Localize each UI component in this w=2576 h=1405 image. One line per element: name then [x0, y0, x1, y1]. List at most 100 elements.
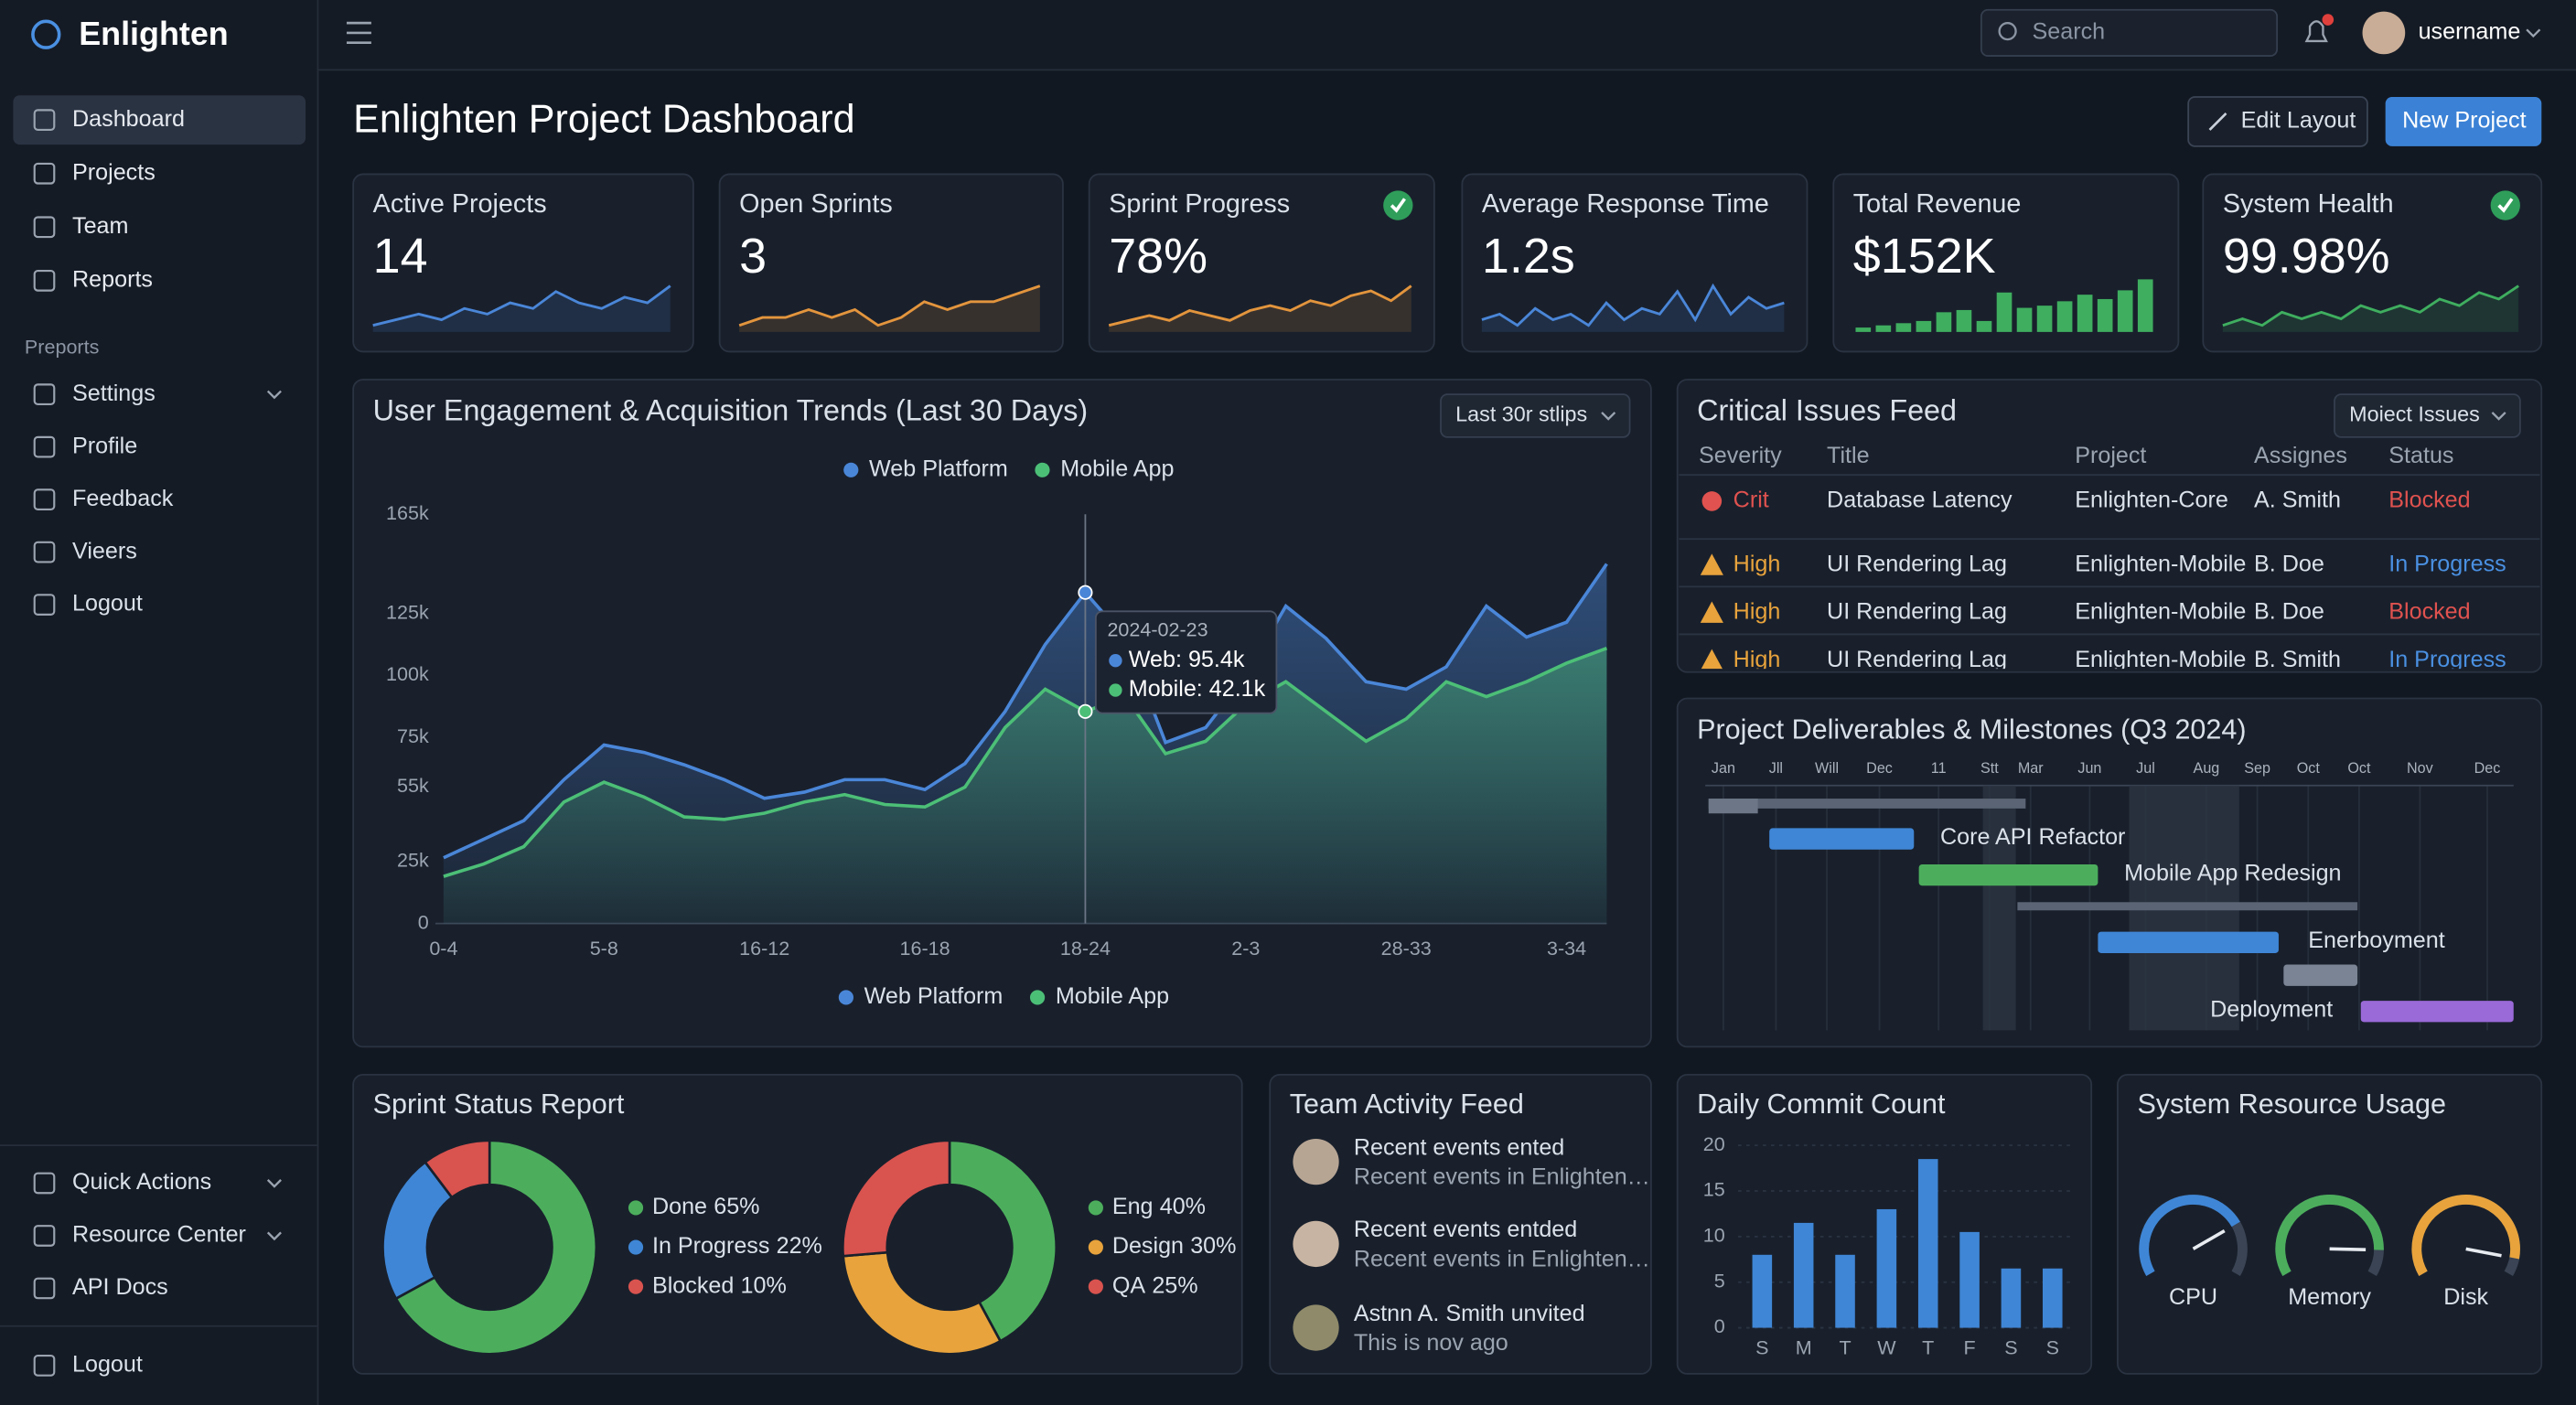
gauge-value	[2275, 1195, 2384, 1276]
nav-item[interactable]: Profile	[72, 433, 137, 458]
gauge-value	[2411, 1195, 2520, 1276]
sparkline	[372, 284, 671, 327]
bell-icon[interactable]	[2304, 20, 2328, 43]
cell: In Progress	[2388, 552, 2506, 577]
nav-item[interactable]: API Docs	[72, 1274, 168, 1300]
donut-segment	[423, 1139, 491, 1199]
area-fill	[443, 648, 1607, 924]
spark-bar	[1956, 309, 1972, 332]
cell: Enlighten-Mobile	[2075, 599, 2246, 625]
month-label: Dec	[2474, 760, 2501, 777]
month-label: Stt	[1980, 760, 1999, 777]
y-tick-label: 125k	[386, 600, 429, 623]
nav-item[interactable]: Settings	[72, 381, 156, 406]
panel	[2202, 173, 2543, 353]
panel-title: Critical Issues Feed	[1697, 393, 1957, 426]
activity-title: Recent events entded	[1354, 1217, 1577, 1242]
x-tick-label: 2-3	[1231, 937, 1260, 960]
panel	[1676, 379, 2543, 673]
gauge-label: Disk	[2443, 1284, 2488, 1310]
legend-label: Done	[652, 1194, 707, 1219]
legend-dot	[843, 462, 859, 477]
search-placeholder[interactable]: Search	[2033, 19, 2106, 45]
month-label: Jun	[2077, 760, 2101, 777]
gauge-value	[2139, 1195, 2240, 1276]
dropdown-label[interactable]: Last 30r stlips	[1455, 402, 1587, 426]
legend-label: Web Platform	[864, 983, 1004, 1009]
brand-icon	[31, 19, 61, 49]
username[interactable]: username	[2419, 19, 2521, 45]
avatar	[1293, 1220, 1339, 1268]
legend-dot	[1029, 990, 1046, 1005]
panel	[1088, 173, 1435, 353]
nav-item[interactable]: Logout	[72, 591, 143, 617]
nav-item[interactable]: Reports	[72, 266, 153, 292]
tooltip-line: Mobile: 42.1k	[1129, 676, 1266, 702]
nav-item[interactable]: Projects	[72, 159, 156, 185]
spark-bar	[1895, 323, 1912, 332]
gauge-needle	[2192, 1229, 2226, 1250]
y-tick-label: 0	[418, 910, 429, 933]
y-tick-label: 5	[1714, 1269, 1725, 1292]
legend-label: Blocked	[652, 1272, 734, 1298]
month-label: Jll	[1769, 760, 1783, 777]
button-label[interactable]: Edit Layout	[2241, 108, 2356, 134]
panel	[1269, 1074, 1652, 1375]
cell: UI Rendering Lag	[1827, 552, 2007, 577]
nav-item[interactable]: Team	[72, 213, 128, 239]
y-tick-label: 75k	[397, 724, 429, 747]
spark-bar	[1875, 325, 1892, 332]
cell: High	[1733, 599, 1781, 625]
nav-item[interactable]: Resource Center	[72, 1222, 246, 1248]
gantt-bar	[1769, 828, 1915, 850]
month-label: Oct	[2347, 760, 2371, 777]
gantt-bar	[1918, 863, 2098, 886]
x-tick-label: W	[1877, 1336, 1896, 1359]
month-label: Nov	[2407, 760, 2434, 777]
legend-dot	[628, 1279, 644, 1294]
spark-bar	[1916, 320, 1932, 332]
y-tick-label: 20	[1703, 1132, 1725, 1155]
kpi-label: Average Response Time	[1482, 189, 1769, 219]
x-tick-label: 0-4	[429, 937, 457, 960]
nav-item[interactable]: Feedback	[72, 486, 174, 511]
legend-dot	[1088, 1279, 1103, 1294]
avatar	[1293, 1138, 1339, 1185]
nav-section: Preports	[25, 336, 99, 359]
nav-item[interactable]: Logout	[72, 1352, 143, 1378]
chevron	[266, 1179, 282, 1188]
search-box[interactable]	[1980, 8, 2279, 57]
value-label: 30%	[1190, 1233, 1236, 1259]
icon	[33, 1277, 56, 1300]
task-label: Mobile App Redesign	[2124, 860, 2341, 885]
legend-label: In Progress	[652, 1233, 769, 1259]
gantt-bar	[2283, 964, 2358, 986]
donut-segment	[842, 1250, 1003, 1356]
icon	[33, 1172, 56, 1195]
y-tick-label: 15	[1703, 1178, 1725, 1201]
donut-segment	[948, 1139, 1058, 1344]
button-label[interactable]: New Project	[2402, 108, 2526, 134]
y-tick-label: 165k	[386, 501, 429, 524]
legend-label: Mobile App	[1056, 983, 1169, 1009]
panel	[2117, 1074, 2543, 1375]
button[interactable]	[2187, 96, 2368, 147]
tooltip-dot	[1109, 654, 1122, 668]
x-tick-label: T	[1922, 1336, 1934, 1359]
task-label: Enerboyment	[2308, 928, 2444, 953]
sparkline	[2222, 284, 2519, 327]
kpi-label: Open Sprints	[739, 189, 893, 219]
dropdown-label[interactable]: Moiect Issues	[2349, 402, 2480, 426]
chart-title: System Resource Usage	[2137, 1089, 2445, 1120]
dropdown[interactable]	[1440, 393, 1631, 438]
dropdown[interactable]	[2334, 393, 2521, 438]
month-label: Dec	[1866, 760, 1893, 777]
kpi-value: 78%	[1109, 229, 1208, 284]
nav-item[interactable]: Dashboard	[72, 106, 185, 132]
nav-item[interactable]: Quick Actions	[72, 1169, 211, 1195]
icon	[33, 269, 56, 292]
button-primary[interactable]	[2385, 96, 2542, 146]
nav-item[interactable]: Vieers	[72, 538, 137, 563]
nav-active	[13, 95, 306, 145]
